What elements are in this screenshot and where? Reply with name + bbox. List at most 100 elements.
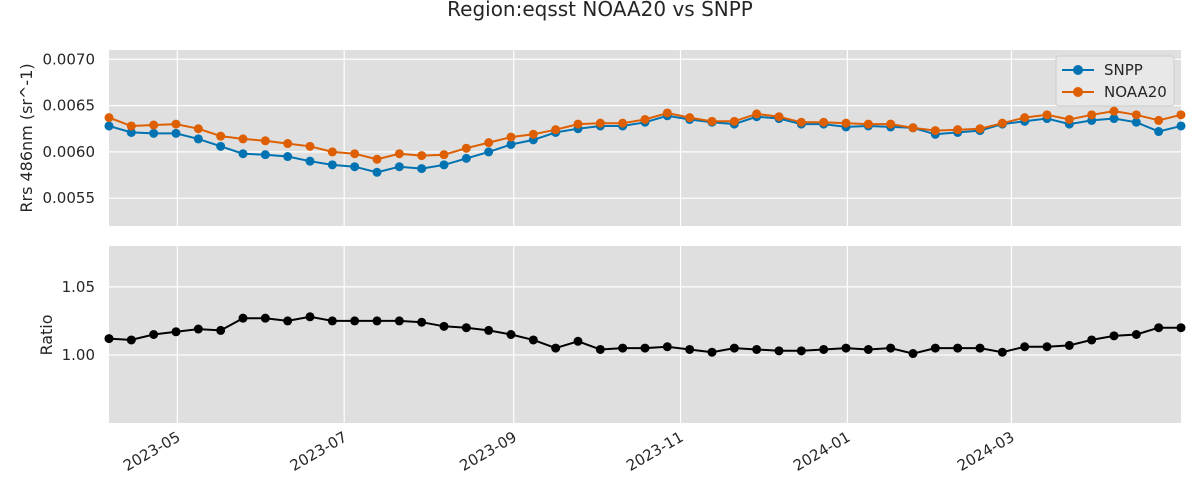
noaa20-series-point [484, 138, 494, 148]
noaa20-series-point [863, 119, 873, 129]
x-tick-label: 2024-03 [954, 428, 1017, 475]
snpp-series-point [417, 164, 427, 174]
noaa20-series-point [707, 116, 717, 126]
bottom-series [104, 312, 1186, 359]
noaa20-series-point [372, 154, 382, 164]
ratio-series-point [729, 343, 739, 353]
snpp-series-point [283, 152, 293, 162]
noaa20-series-point [1176, 110, 1186, 120]
ratio-series-point [595, 344, 605, 354]
x-tick-label: 2023-09 [456, 428, 519, 475]
bottom-y-ticks: 1.05 1.00 [62, 278, 95, 364]
noaa20-series-point [104, 113, 114, 123]
bottom-panel: 1.051.00 Ratio 2023-05 2023-07 2023-09 2023… [37, 246, 1186, 475]
ratio-series-point [394, 316, 404, 326]
ratio-series-point [104, 334, 114, 344]
snpp-series-point [238, 149, 248, 159]
noaa20-series-point [595, 118, 605, 128]
noaa20-series-point [528, 129, 538, 139]
noaa20-series-point [327, 147, 337, 157]
snpp-series-point [193, 134, 203, 144]
ratio-series-point [1154, 323, 1164, 333]
noaa20-series-point [439, 150, 449, 160]
x-ticks: 2023-05 2023-07 2023-09 2023-11 2024-01 2024-… [120, 428, 1017, 475]
ratio-series-point [528, 335, 538, 345]
ratio-series-point [461, 323, 471, 333]
noaa20-series-point [1109, 106, 1119, 116]
ratio-series-point [126, 335, 136, 345]
legend-label-noaa20: NOAA20 [1104, 83, 1167, 101]
noaa20-series-point [796, 117, 806, 127]
legend-label-snpp: SNPP [1104, 61, 1143, 79]
noaa20-series-point [1042, 110, 1052, 120]
x-tick-label: 2023-11 [623, 428, 686, 475]
ratio-series-point [439, 321, 449, 331]
ratio-series-point [1131, 330, 1141, 339]
ratio-series-point [149, 330, 159, 339]
noaa20-series-point [886, 119, 896, 129]
ratio-series-point [886, 343, 896, 353]
snpp-series-point [216, 141, 226, 151]
noaa20-series-point [819, 117, 829, 127]
snpp-series-point [126, 127, 136, 137]
top-y-tick-label: 0.0060 [43, 143, 96, 161]
top-y-axis-label: Rrs 486nm (sr^-1) [17, 63, 36, 212]
snpp-series-point [1109, 114, 1119, 124]
top-y-ticks: 0.0070 0.0065 0.0060 0.0055 [43, 50, 96, 207]
x-tick-label: 2024-01 [790, 428, 853, 475]
ratio-series-point [618, 343, 628, 353]
noaa20-series-point [953, 125, 963, 135]
snpp-series-point [350, 162, 360, 172]
ratio-series-point [841, 343, 851, 353]
noaa20-series-point [216, 131, 226, 141]
noaa20-series-point [506, 132, 516, 142]
bottom-y-axis-label: Ratio [37, 314, 56, 355]
noaa20-series-point [394, 149, 404, 159]
noaa20-series-point [238, 134, 248, 144]
legend-box [1055, 55, 1175, 107]
ratio-series-point [216, 325, 226, 335]
noaa20-series-point [573, 119, 583, 129]
legend-marker-noaa20-dot [1073, 87, 1083, 97]
noaa20-series-point [729, 116, 739, 126]
noaa20-series-point [350, 149, 360, 159]
ratio-series-point [417, 317, 427, 327]
ratio-series-point [372, 316, 382, 326]
ratio-series-point [1064, 340, 1074, 350]
snpp-series-point [305, 156, 315, 166]
snpp-series-point [327, 160, 337, 170]
top-grid [109, 50, 1181, 226]
ratio-series-point [752, 344, 762, 354]
top-y-tick-label: 0.0055 [43, 189, 96, 207]
ratio-series-point [796, 346, 806, 356]
top-plot-area [109, 50, 1181, 226]
snpp-series-point [394, 162, 404, 172]
noaa20-series-point [997, 118, 1007, 128]
snpp-series-point [1131, 117, 1141, 127]
ratio-series-point [573, 336, 583, 346]
ratio-series-point [283, 316, 293, 326]
snpp-series-point [1154, 127, 1164, 137]
ratio-series-point [953, 343, 963, 353]
noaa20-series-point [1087, 110, 1097, 120]
ratio-series-point [1020, 342, 1030, 352]
top-y-tick-label: 0.0070 [43, 50, 96, 68]
noaa20-series-point [149, 120, 159, 130]
noaa20-series-point [930, 126, 940, 136]
ratio-series-point [685, 344, 695, 354]
noaa20-series-point [283, 139, 293, 149]
noaa20-series-point [417, 151, 427, 161]
ratio-series-point [1109, 331, 1119, 341]
ratio-series-point [193, 324, 203, 334]
ratio-series-point [662, 342, 672, 352]
ratio-series-point [707, 347, 717, 357]
ratio-series-point [908, 349, 918, 359]
noaa20-series-point [1131, 110, 1141, 120]
noaa20-series-point [260, 136, 270, 146]
ratio-series-point [1176, 323, 1186, 333]
ratio-series-point [327, 316, 337, 326]
noaa20-series-point [640, 114, 650, 124]
snpp-series-point [104, 121, 114, 131]
ratio-series-point [640, 343, 650, 353]
